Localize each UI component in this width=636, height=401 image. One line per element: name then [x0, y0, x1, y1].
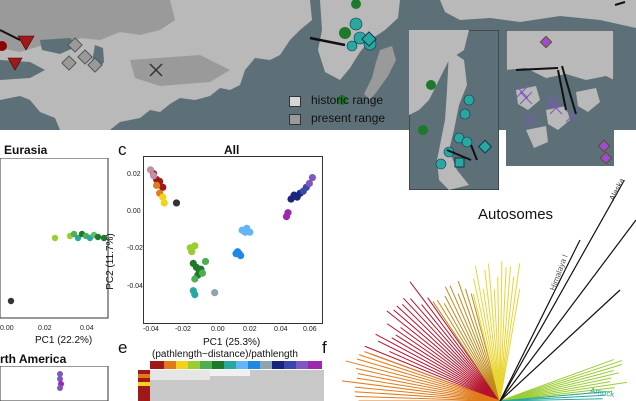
north-america-title: rth America	[0, 352, 66, 366]
legend-historic-swatch	[289, 96, 301, 107]
pca-point	[246, 229, 253, 236]
distance-label: (pathlength−distance)/pathlength	[152, 349, 298, 360]
eurasia-panel-title: Eurasia	[4, 143, 47, 157]
eurasia-x-tick: 0.04	[80, 325, 94, 332]
all-x-tick: 0.00	[211, 326, 225, 333]
pca-point	[309, 174, 316, 181]
pca-point	[150, 172, 157, 179]
pca-point	[153, 182, 160, 189]
eurasia-point	[95, 234, 101, 240]
pca-point	[191, 275, 198, 282]
pca-point	[173, 199, 180, 206]
all-x-tick: -0.04	[143, 326, 159, 333]
pca-point	[202, 258, 209, 265]
autosomes-tree	[330, 180, 636, 401]
eurasia-pca-plot	[0, 158, 110, 320]
all-x-tick: -0.02	[175, 326, 191, 333]
eurasia-x-label: PC1 (22.2%)	[35, 335, 92, 346]
all-x-tick: 0.02	[243, 326, 257, 333]
pca-point	[191, 291, 198, 298]
all-plot-frame	[144, 157, 323, 324]
all-y-label: PC2 (11.7%)	[105, 233, 116, 290]
all-pca-chart	[143, 156, 323, 324]
legend-historic-label: historic range	[311, 93, 383, 107]
tree-branch	[500, 276, 514, 401]
all-x-label: PC1 (25.3%)	[203, 337, 260, 348]
all-y-tick: -0.02	[127, 245, 143, 252]
pca-point	[191, 242, 198, 249]
inset-map-japan	[409, 30, 499, 190]
all-x-tick: 0.04	[274, 326, 288, 333]
panel-letter-e: e	[118, 338, 127, 358]
legend-present-label: present range	[311, 111, 385, 125]
inset-map-purple	[506, 30, 614, 166]
all-y-tick: -0.04	[127, 283, 143, 290]
eurasia-x-tick: 0.00	[0, 325, 14, 332]
panel-letter-f: f	[322, 338, 327, 358]
all-y-tick: 0.02	[127, 171, 141, 178]
pca-point	[199, 270, 206, 277]
legend-present-swatch	[289, 114, 301, 125]
all-y-tick: 0.00	[127, 208, 141, 215]
tree-branch	[500, 290, 620, 401]
pca-point	[161, 199, 168, 206]
north-america-plot	[0, 366, 110, 401]
pca-point	[237, 252, 244, 259]
panel-letter-c: c	[118, 140, 127, 160]
distance-heatmap	[138, 370, 324, 401]
all-panel-title: All	[224, 143, 239, 157]
pca-point	[211, 289, 218, 296]
all-x-tick: 0.06	[303, 326, 317, 333]
pca-point	[284, 209, 291, 216]
distance-colorbar	[150, 361, 322, 369]
eurasia-point	[52, 235, 58, 241]
eurasia-x-tick: 0.02	[38, 325, 52, 332]
eurasia-point	[8, 298, 14, 304]
